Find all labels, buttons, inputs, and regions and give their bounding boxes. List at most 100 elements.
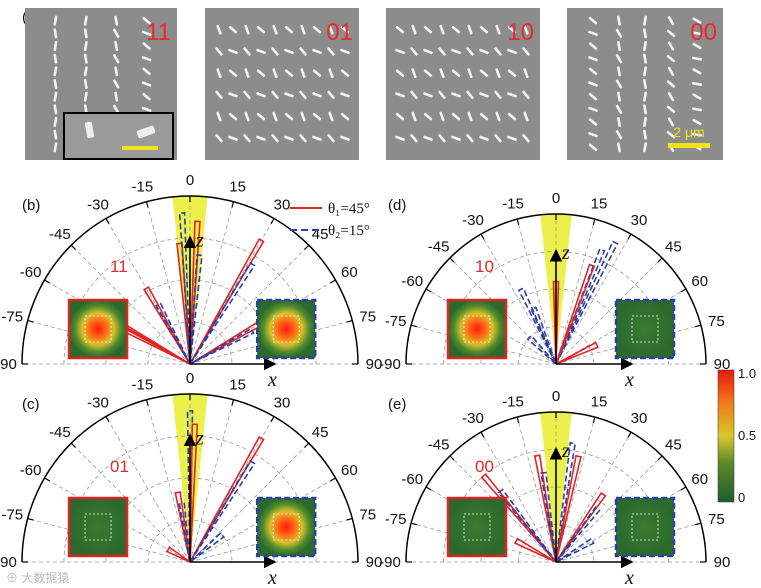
colorbar: 1.0 0.5 0 bbox=[717, 366, 756, 505]
beam-solid bbox=[533, 454, 557, 563]
angle-tick-label: 90 bbox=[366, 554, 383, 571]
sem-image-3: 10 bbox=[386, 8, 540, 160]
intensity-map bbox=[614, 298, 676, 360]
beam-solid bbox=[513, 537, 557, 563]
beam-solid bbox=[555, 454, 582, 563]
colorbar-tick-min: 0 bbox=[738, 490, 745, 505]
angle-tick-label: -90 bbox=[0, 554, 17, 571]
intensity-map bbox=[67, 298, 129, 360]
angle-tick-label: -15 bbox=[132, 376, 154, 393]
beam-dashed bbox=[178, 502, 191, 563]
angle-tick-label: 0 bbox=[552, 388, 560, 405]
polar-panel-2: -90 -75 -60 -45 -30 -15 0 15 30 45 60 75 90 z x (d) 10 bbox=[379, 190, 730, 391]
intensity-map bbox=[614, 496, 676, 558]
angle-tick-label: 60 bbox=[691, 471, 708, 488]
angle-tick-label: -30 bbox=[87, 197, 109, 214]
angle-tick-label: 0 bbox=[186, 370, 194, 387]
watermark: ⊕ 大数据猿 bbox=[6, 570, 69, 585]
axis-x-label: x bbox=[624, 567, 634, 588]
angle-tick-label: 45 bbox=[665, 239, 682, 256]
beam-solid bbox=[555, 263, 596, 365]
beam-solid bbox=[189, 220, 201, 365]
beam-dashed bbox=[189, 459, 256, 563]
scale-bar bbox=[668, 143, 710, 148]
angle-tick-label: 90 bbox=[714, 554, 731, 571]
scale-bar-label: 2 μm bbox=[673, 124, 704, 140]
beam-dashed bbox=[540, 471, 557, 563]
polar-panel-label: (d) bbox=[388, 197, 406, 214]
beam-dashed bbox=[555, 537, 595, 563]
axis-z-label: z bbox=[195, 229, 204, 251]
beam-solid bbox=[174, 491, 191, 563]
axis-x-label: x bbox=[267, 567, 277, 588]
intensity-map bbox=[255, 298, 317, 360]
polar-panel-code: 01 bbox=[110, 457, 129, 476]
intensity-map bbox=[255, 496, 317, 558]
angle-tick-label: 45 bbox=[312, 226, 329, 243]
angle-tick-label: 90 bbox=[366, 356, 383, 373]
colorbar-tick-mid: 0.5 bbox=[738, 428, 756, 443]
sem-code-label: 11 bbox=[146, 19, 171, 46]
sem-image-2: 01 bbox=[205, 8, 359, 160]
angle-tick-label: -15 bbox=[502, 196, 524, 213]
angle-tick-label: 60 bbox=[691, 273, 708, 290]
angle-tick-label: 30 bbox=[631, 212, 648, 229]
angle-tick-label: 60 bbox=[341, 264, 358, 281]
intensity-map bbox=[446, 496, 508, 558]
sem-images: 11 01 10 00 2 μm bbox=[25, 8, 723, 160]
beam-solid bbox=[189, 435, 265, 563]
angle-tick-label: -45 bbox=[428, 239, 450, 256]
axis-z-label: z bbox=[195, 427, 204, 449]
beam-dashed bbox=[189, 327, 255, 365]
polar-panel-4: -90 -75 -60 -45 -30 -15 0 15 30 45 60 75 90 z x (e) 00 bbox=[379, 388, 730, 588]
angle-tick-label: 30 bbox=[274, 197, 291, 214]
axis-z-label: z bbox=[561, 440, 570, 462]
angle-tick-label: -30 bbox=[462, 212, 484, 229]
beam-dashed bbox=[189, 261, 256, 365]
angle-tick-label: -75 bbox=[1, 308, 23, 325]
sem-code-label: 01 bbox=[326, 19, 353, 46]
polar-panel-label: (e) bbox=[388, 396, 406, 413]
beam-solid bbox=[480, 473, 557, 563]
beam-dashed bbox=[526, 334, 557, 365]
angle-tick-label: 75 bbox=[359, 506, 376, 523]
angle-tick-label: -75 bbox=[385, 511, 407, 528]
angle-tick-label: -45 bbox=[428, 437, 450, 454]
angle-tick-label: -45 bbox=[49, 424, 71, 441]
angle-tick-label: 45 bbox=[665, 437, 682, 454]
intensity-map bbox=[446, 298, 508, 360]
polar-panel-3: -90 -75 -60 -45 -30 -15 0 15 30 45 60 75 90 z x (c) 01 bbox=[0, 370, 382, 588]
beam-dashed bbox=[555, 240, 619, 365]
beam-dashed bbox=[530, 306, 557, 365]
polar-panel-1: -90 -75 -60 -45 -30 -15 0 15 30 45 60 75 90 z x (b) 11 bbox=[0, 172, 382, 391]
angle-tick-label: 30 bbox=[274, 395, 291, 412]
angle-tick-label: -90 bbox=[0, 356, 17, 373]
angle-tick-label: 15 bbox=[229, 178, 246, 195]
beam-dashed bbox=[517, 287, 557, 365]
beam-solid bbox=[189, 423, 199, 563]
angle-tick-label: -75 bbox=[385, 313, 407, 330]
colorbar-tick-max: 1.0 bbox=[738, 366, 756, 381]
beam-dashed bbox=[555, 247, 606, 365]
axis-x-label: x bbox=[624, 369, 634, 391]
axis-x-label: x bbox=[267, 369, 277, 391]
sem-code-label: 00 bbox=[690, 19, 717, 46]
polar-panel-label: (b) bbox=[22, 197, 40, 214]
angle-tick-label: -30 bbox=[462, 410, 484, 427]
polar-panel-code: 00 bbox=[475, 457, 494, 476]
colorbar-gradient bbox=[717, 369, 735, 503]
angle-tick-label: 15 bbox=[229, 376, 246, 393]
angle-tick-label: 75 bbox=[359, 308, 376, 325]
angle-tick-label: -15 bbox=[502, 394, 524, 411]
angle-tick-label: 0 bbox=[186, 172, 194, 189]
angle-tick-label: -30 bbox=[87, 395, 109, 412]
sem-code-label: 10 bbox=[507, 19, 534, 46]
beam-dashed bbox=[189, 254, 203, 365]
polar-panel-code: 10 bbox=[475, 257, 494, 276]
beam-solid bbox=[555, 341, 599, 365]
polar-panels: -90-75-60-45-30-150153045607590zx(b)11-9… bbox=[0, 172, 730, 588]
angle-tick-label: -90 bbox=[379, 554, 401, 571]
angle-tick-label: -60 bbox=[20, 462, 42, 479]
